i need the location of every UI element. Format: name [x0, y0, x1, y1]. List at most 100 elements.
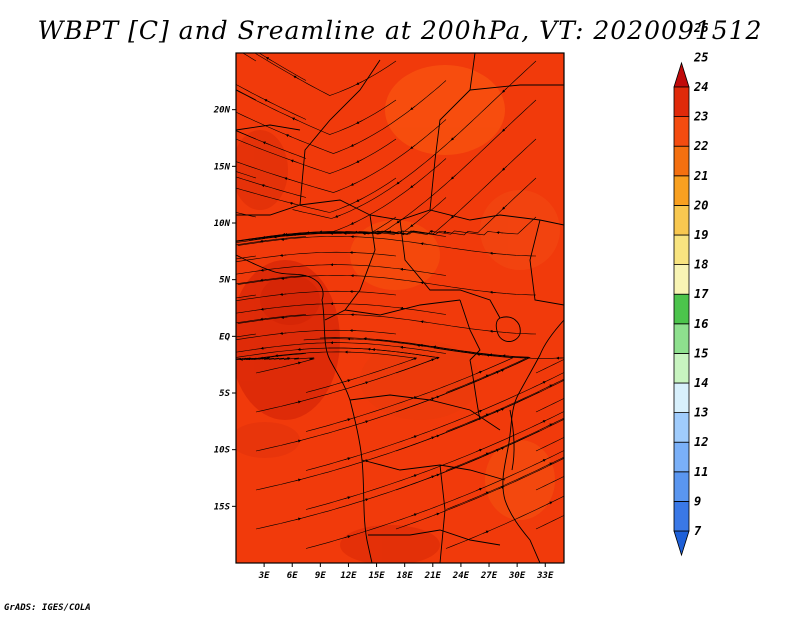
streamline-arrow	[502, 88, 507, 93]
streamline-arrow	[502, 166, 507, 171]
colorbar-box	[673, 175, 690, 206]
colorbar-box	[673, 145, 690, 177]
lon-tick-label: 18E	[397, 571, 414, 581]
streamline-arrow	[350, 182, 357, 186]
border-3	[429, 53, 476, 211]
streamline-arrow	[334, 214, 341, 218]
streamline-arrow	[280, 237, 288, 241]
streamline-arrow	[546, 462, 553, 466]
streamline-arrow	[561, 379, 564, 382]
lat-tick-label: 10N	[214, 219, 231, 229]
streamline-arrow	[410, 222, 416, 228]
streamline-arrow	[450, 135, 456, 141]
streamline-arrow	[410, 513, 418, 517]
lat-tick-label: 5N	[219, 276, 230, 286]
streamline	[305, 411, 564, 510]
streamline-arrow	[344, 535, 351, 539]
colorbar-box	[673, 382, 690, 414]
streamline-arrow	[265, 57, 272, 61]
streamline-arrow	[546, 384, 553, 388]
streamline-arrow	[284, 177, 291, 181]
streamline-arrow	[476, 448, 483, 452]
streamline-arrow	[284, 232, 291, 236]
warm-patch-southwest	[236, 422, 300, 458]
colorbar-upper-triangle	[673, 61, 690, 88]
streamline-arrow	[561, 457, 564, 460]
lat-tick-label: 10S	[214, 446, 231, 456]
streamline-arrow	[261, 184, 268, 188]
border-5	[399, 219, 501, 319]
streamline	[535, 515, 564, 530]
streamline-arrow	[362, 420, 369, 424]
streamline	[254, 53, 397, 96]
map-panel	[236, 53, 564, 563]
streamline	[236, 138, 397, 174]
streamline-arrow	[410, 105, 416, 111]
streamline-arrow	[350, 143, 357, 147]
streamline-arrow	[396, 180, 402, 185]
warm-patch-center	[360, 340, 480, 420]
streamline	[242, 53, 257, 62]
streamline-arrow	[498, 486, 505, 490]
colorbar-box	[673, 412, 690, 443]
streamline-arrow	[410, 144, 416, 150]
streamline-arrow	[263, 356, 271, 360]
streamline	[305, 372, 564, 471]
streamline-arrow	[356, 159, 362, 163]
streamline	[236, 275, 307, 285]
lat-tick-label: 20N	[213, 106, 231, 116]
border-11	[469, 84, 564, 91]
coastlines-borders	[236, 53, 564, 563]
coastline-east-africa	[502, 319, 564, 563]
lon-tick-label: 12E	[340, 571, 357, 581]
streamline-arrow	[433, 512, 440, 516]
border-12	[236, 124, 301, 131]
streamline-arrow	[285, 134, 292, 138]
streamline	[236, 303, 447, 315]
streamline	[535, 476, 564, 491]
streamline-arrow	[419, 343, 427, 347]
streamline-arrow	[420, 320, 427, 324]
lat-tick-label: 15S	[214, 502, 231, 512]
streamline-arrow	[399, 267, 407, 271]
streamline-arrow	[493, 410, 500, 414]
streamline-arrow	[260, 346, 267, 350]
streamline-arrow	[280, 276, 288, 280]
colorbar-box	[673, 204, 690, 236]
streamline-arrow	[489, 251, 497, 255]
colorbar-label: 16	[694, 317, 708, 331]
streamline-arrow	[410, 357, 418, 361]
streamline	[236, 255, 257, 260]
streamline-arrow	[493, 371, 500, 375]
streamline-arrow	[489, 329, 497, 333]
streamline-arrow	[476, 487, 483, 491]
streamline-arrow	[294, 478, 302, 482]
streamline	[319, 337, 529, 393]
streamline-arrow	[356, 120, 362, 124]
lon-tick-label: 6E	[287, 571, 298, 581]
streamline	[395, 457, 564, 530]
streamline-arrow	[546, 501, 553, 505]
colorbar-box	[673, 264, 690, 295]
streamline	[445, 417, 564, 471]
lake-tanganyika	[469, 359, 481, 421]
streamline	[535, 437, 564, 452]
colorbar-label: 26	[693, 21, 708, 35]
colorbar-label: 15	[694, 346, 708, 360]
lon-tick-label: 3E	[258, 571, 270, 581]
streamline-arrow	[489, 290, 497, 294]
latitude-axis: 20N 15N 10N 5N EQ 5S 10S 15S	[213, 106, 236, 512]
map-frame	[235, 52, 565, 564]
streamline	[236, 290, 397, 302]
colorbar-label: 24	[693, 80, 708, 94]
streamline-arrow	[260, 268, 267, 272]
streamline-arrow	[410, 474, 418, 478]
streamline-arrow	[410, 183, 416, 189]
streamline	[236, 89, 257, 101]
streamline-arrow	[294, 361, 302, 365]
streamline-arrow	[428, 358, 435, 362]
streamline-arrow	[260, 307, 267, 311]
lat-tick-label: 15N	[214, 162, 231, 172]
colorbar-label: 22	[693, 139, 708, 153]
cool-patch-east	[480, 190, 560, 270]
